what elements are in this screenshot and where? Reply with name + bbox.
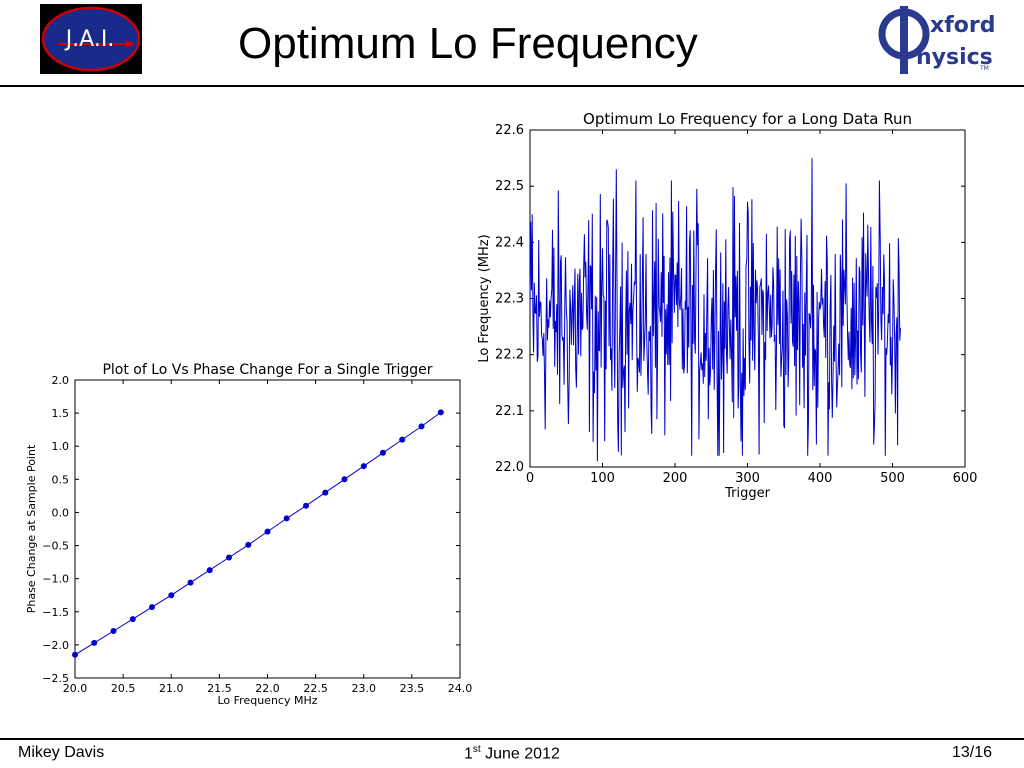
oxford-logo-word1: xford xyxy=(930,13,995,38)
chart-title: Plot of Lo Vs Phase Change For a Single … xyxy=(102,362,432,378)
x-tick-label: 22.5 xyxy=(303,682,328,695)
footer-date: 1st June 2012 xyxy=(464,744,560,763)
y-tick-label: 0.0 xyxy=(52,506,70,519)
data-point xyxy=(399,436,406,443)
x-tick-label: 21.0 xyxy=(159,682,184,695)
x-tick-label: 20.0 xyxy=(63,682,88,695)
x-tick-label: 400 xyxy=(808,471,833,486)
footer-page-number: 13/16 xyxy=(952,744,993,761)
data-point xyxy=(360,463,367,470)
chart-lo-vs-phase: 20.0 20.5 21.0 21.5 22.0 22.5 23.0 23.5 24.0 −2.5… xyxy=(25,362,473,706)
series-line xyxy=(74,411,442,656)
x-tick-label: 100 xyxy=(590,471,615,486)
oxford-logo-tm: TM xyxy=(979,65,989,72)
y-tick-label: −2.5 xyxy=(42,672,69,685)
x-tick-label: 600 xyxy=(953,471,978,486)
data-point xyxy=(187,579,194,586)
data-point xyxy=(437,409,444,416)
y-tick-label: 22.5 xyxy=(495,179,524,194)
x-tick-label: 22.0 xyxy=(255,682,280,695)
footer-date-rest: June 2012 xyxy=(480,745,560,763)
data-point xyxy=(341,476,348,483)
data-point xyxy=(226,554,232,561)
data-point xyxy=(168,592,175,599)
data-point xyxy=(283,515,290,522)
data-point xyxy=(303,502,309,509)
x-tick-label: 500 xyxy=(880,471,905,486)
data-point xyxy=(418,423,425,430)
x-axis-label: Lo Frequency MHz xyxy=(217,694,317,706)
chart-long-data-run: 0 100 200 300 400 500 600 22.0 22.1 22.2 22.3 22.4 2… xyxy=(477,110,978,501)
data-point xyxy=(206,567,213,574)
data-point xyxy=(149,604,155,611)
y-tick-label: 2.0 xyxy=(52,374,70,387)
data-point xyxy=(72,651,78,658)
x-tick-label: 300 xyxy=(735,471,760,486)
data-point xyxy=(380,449,386,456)
x-tick-label: 23.0 xyxy=(352,682,377,695)
x-tick-label: 0 xyxy=(526,471,534,486)
data-point xyxy=(245,541,252,548)
jai-logo: J.A.I. xyxy=(40,4,142,74)
y-tick-label: 0.5 xyxy=(52,473,70,486)
chart-title: Optimum Lo Frequency for a Long Data Run xyxy=(583,110,912,128)
oxford-logo-word2: hysics xyxy=(916,45,993,70)
x-tick-label: 23.5 xyxy=(400,682,425,695)
data-point xyxy=(91,639,98,646)
footer-divider xyxy=(0,738,1024,740)
series-line xyxy=(529,158,901,462)
y-tick-label: 22.0 xyxy=(495,460,524,475)
y-tick-label: 22.1 xyxy=(495,404,524,419)
data-point xyxy=(264,528,271,535)
x-tick-label: 20.5 xyxy=(111,682,136,695)
y-tick-label: −1.0 xyxy=(42,573,69,586)
y-tick-label: 22.4 xyxy=(495,235,524,250)
footer-date-suffix: st xyxy=(472,744,481,755)
jai-logo-text: J.A.I. xyxy=(64,27,115,52)
y-tick-label: 22.6 xyxy=(495,123,524,138)
x-tick-label: 21.5 xyxy=(207,682,232,695)
page-title: Optimum Lo Frequency xyxy=(238,19,698,68)
y-tick-label: 22.3 xyxy=(495,292,524,307)
data-point xyxy=(129,616,136,623)
y-tick-label: 22.2 xyxy=(495,348,524,363)
y-tick-label: 1.0 xyxy=(52,440,70,453)
y-axis-label: Phase Change at Sample Point xyxy=(25,444,38,613)
y-tick-label: −0.5 xyxy=(42,540,69,553)
y-tick-label: −1.5 xyxy=(42,606,69,619)
y-tick-label: −2.0 xyxy=(42,639,69,652)
header-divider xyxy=(0,85,1024,87)
x-tick-label: 200 xyxy=(663,471,688,486)
footer-date-day: 1 xyxy=(464,745,473,763)
footer-author: Mikey Davis xyxy=(18,744,105,761)
data-point xyxy=(110,628,117,634)
oxford-physics-logo: xford hysics TM xyxy=(876,4,996,78)
y-axis-label: Lo Frequency (MHz) xyxy=(477,234,492,362)
x-tick-label: 24.0 xyxy=(448,682,473,695)
y-tick-label: 1.5 xyxy=(52,407,70,420)
x-axis-label: Trigger xyxy=(724,486,770,501)
data-point xyxy=(322,489,329,496)
